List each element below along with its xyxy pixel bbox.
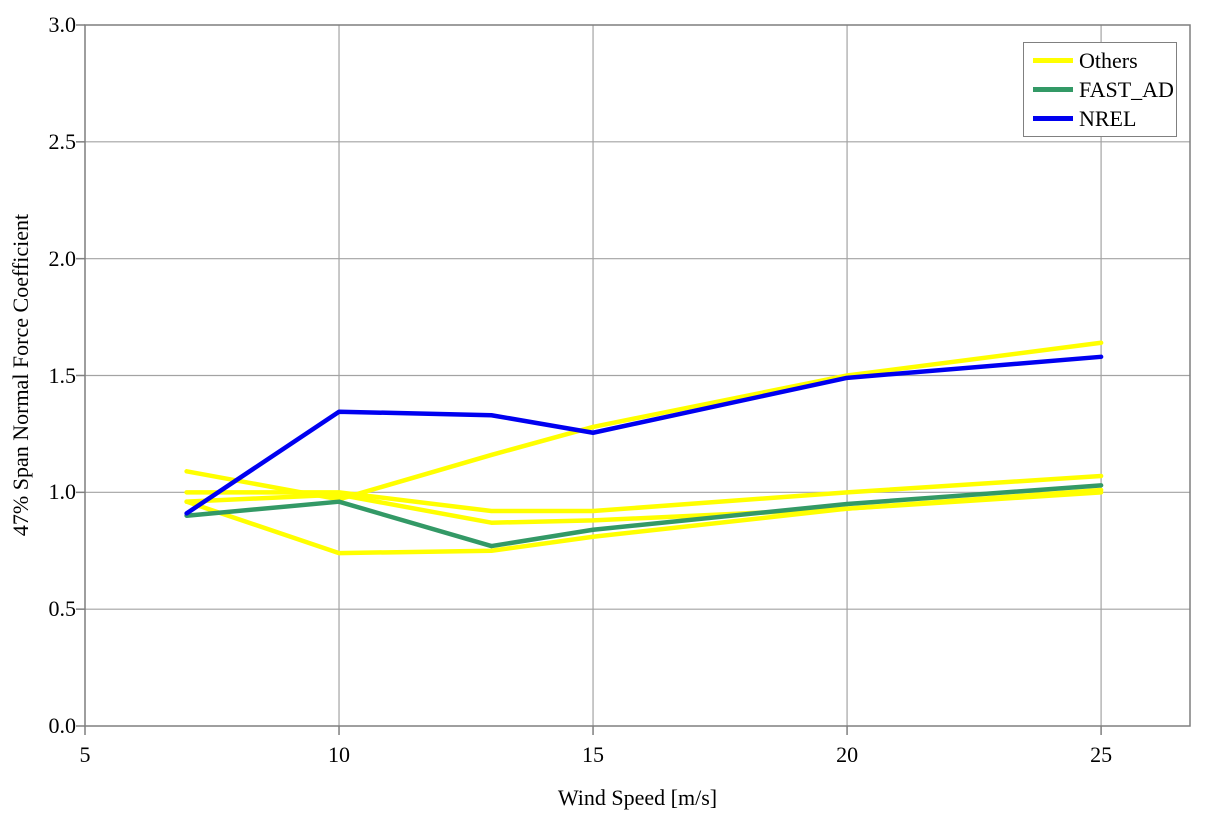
x-axis-title: Wind Speed [m/s] [557,785,718,810]
series-line-others-2 [184,487,1104,525]
plot-border [84,24,1191,727]
legend-box: Others FAST_AD NREL [1023,42,1177,137]
legend-item-nrel: NREL [1024,105,1176,131]
tick-marks [76,24,1102,735]
series-line-nrel-5 [184,354,1104,516]
nrel-line-swatch [1033,116,1073,121]
y-tick-label: 3.0 [48,12,77,37]
y-tick-label: 2.5 [48,128,77,154]
legend-item-others: Others [1024,47,1176,73]
others-line-swatch [1033,58,1073,63]
legend-label-fast-ad: FAST_AD [1079,76,1174,102]
y-tick-label: 1.0 [48,479,77,505]
legend-label-others: Others [1079,47,1138,73]
y-tick-label: 2.0 [48,245,77,271]
x-tick-label: 10 [328,742,351,767]
x-tick-label: 25 [1090,742,1113,767]
series-line-fast_ad-4 [184,483,1104,549]
legend-label-nrel: NREL [1079,105,1137,131]
series-line-others-3 [184,473,1104,514]
y-tick-label: 0.5 [48,596,77,622]
y-tick-label: 1.5 [48,362,77,388]
y-tick-label: 0.0 [48,713,77,738]
x-tick-label: 20 [836,742,859,767]
legend-item-fast-ad: FAST_AD [1024,76,1176,102]
x-tick-label: 15 [582,742,605,767]
x-tick-label: 5 [79,742,91,767]
fast-ad-line-swatch [1033,87,1073,92]
